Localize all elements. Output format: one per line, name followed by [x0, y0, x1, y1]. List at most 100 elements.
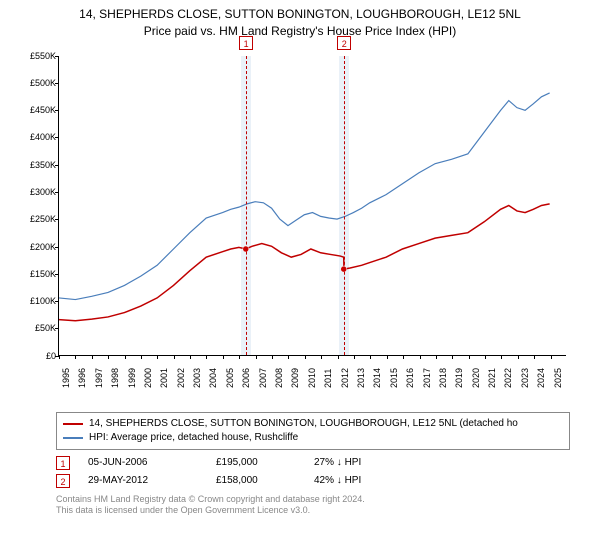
sale-row-marker: 1	[56, 456, 70, 470]
y-tick	[55, 328, 59, 329]
x-tick	[370, 355, 371, 359]
x-axis-label: 2015	[389, 368, 399, 388]
y-axis-label: £300K	[30, 187, 56, 197]
x-axis-label: 1997	[94, 368, 104, 388]
y-axis-label: £200K	[30, 242, 56, 252]
x-axis-label: 2007	[258, 368, 268, 388]
x-axis-label: 2016	[405, 368, 415, 388]
legend-label: HPI: Average price, detached house, Rush…	[89, 432, 298, 443]
x-axis-label: 2002	[176, 368, 186, 388]
x-tick	[452, 355, 453, 359]
x-tick	[321, 355, 322, 359]
legend-swatch	[63, 423, 83, 425]
plot-area: 12	[58, 56, 566, 356]
chart-container: 14, SHEPHERDS CLOSE, SUTTON BONINGTON, L…	[0, 0, 600, 560]
x-axis-label: 2023	[520, 368, 530, 388]
sale-marker-line	[246, 56, 247, 355]
footer: Contains HM Land Registry data © Crown c…	[56, 494, 570, 517]
sale-marker-box: 2	[337, 36, 351, 50]
sale-row-marker: 2	[56, 474, 70, 488]
x-axis-label: 2020	[471, 368, 481, 388]
x-tick	[75, 355, 76, 359]
y-tick	[55, 165, 59, 166]
sale-marker-line	[344, 56, 345, 355]
x-tick	[403, 355, 404, 359]
x-axis-label: 2008	[274, 368, 284, 388]
y-axis-label: £150K	[30, 269, 56, 279]
x-axis-label: 2024	[536, 368, 546, 388]
x-tick	[420, 355, 421, 359]
sale-date: 05-JUN-2006	[88, 457, 198, 468]
y-axis-label: £400K	[30, 132, 56, 142]
x-axis-labels: 1995199619971998199920002001200220032004…	[58, 360, 566, 400]
x-tick	[108, 355, 109, 359]
x-axis-label: 2006	[241, 368, 251, 388]
footer-line-1: Contains HM Land Registry data © Crown c…	[56, 494, 570, 506]
y-tick	[55, 192, 59, 193]
x-tick	[239, 355, 240, 359]
legend-row: 14, SHEPHERDS CLOSE, SUTTON BONINGTON, L…	[63, 417, 563, 431]
sale-price: £158,000	[216, 475, 296, 486]
x-axis-label: 2018	[438, 368, 448, 388]
x-tick	[190, 355, 191, 359]
title-block: 14, SHEPHERDS CLOSE, SUTTON BONINGTON, L…	[0, 0, 600, 42]
sale-delta: 42% ↓ HPI	[314, 475, 414, 486]
x-tick	[256, 355, 257, 359]
legend-row: HPI: Average price, detached house, Rush…	[63, 431, 563, 445]
x-axis-label: 2022	[503, 368, 513, 388]
sales-table: 105-JUN-2006£195,00027% ↓ HPI229-MAY-201…	[56, 454, 570, 490]
x-axis-label: 2013	[356, 368, 366, 388]
x-tick	[288, 355, 289, 359]
x-tick	[272, 355, 273, 359]
x-tick	[518, 355, 519, 359]
y-tick	[55, 301, 59, 302]
x-tick	[92, 355, 93, 359]
x-tick	[485, 355, 486, 359]
x-tick	[174, 355, 175, 359]
x-axis-label: 2009	[290, 368, 300, 388]
x-tick	[305, 355, 306, 359]
y-tick	[55, 110, 59, 111]
x-tick	[223, 355, 224, 359]
x-tick	[354, 355, 355, 359]
x-axis-label: 1996	[77, 368, 87, 388]
x-axis-label: 1995	[61, 368, 71, 388]
x-axis-label: 2011	[323, 368, 333, 387]
legend-label: 14, SHEPHERDS CLOSE, SUTTON BONINGTON, L…	[89, 418, 518, 429]
x-axis-label: 2001	[159, 368, 169, 388]
chart-area: £0£50K£100K£150K£200K£250K£300K£350K£400…	[30, 46, 600, 406]
x-axis-label: 2014	[372, 368, 382, 388]
x-tick	[534, 355, 535, 359]
series-line-property	[59, 203, 550, 320]
title-line-2: Price paid vs. HM Land Registry's House …	[0, 23, 600, 40]
x-tick	[157, 355, 158, 359]
footer-line-2: This data is licensed under the Open Gov…	[56, 505, 570, 517]
x-tick	[469, 355, 470, 359]
y-axis-label: £450K	[30, 105, 56, 115]
y-axis-label: £500K	[30, 78, 56, 88]
y-tick	[55, 83, 59, 84]
x-tick	[501, 355, 502, 359]
y-axis-label: £550K	[30, 51, 56, 61]
y-axis-label: £100K	[30, 296, 56, 306]
x-axis-label: 2003	[192, 368, 202, 388]
sale-delta: 27% ↓ HPI	[314, 457, 414, 468]
x-axis-label: 2004	[208, 368, 218, 388]
chart-svg	[59, 56, 566, 355]
sale-price: £195,000	[216, 457, 296, 468]
x-tick	[206, 355, 207, 359]
x-tick	[436, 355, 437, 359]
x-axis-label: 1999	[127, 368, 137, 388]
legend: 14, SHEPHERDS CLOSE, SUTTON BONINGTON, L…	[56, 412, 570, 450]
y-axis-label: £350K	[30, 160, 56, 170]
y-axis-label: £50K	[35, 323, 56, 333]
y-tick	[55, 274, 59, 275]
x-axis-label: 2021	[487, 368, 497, 388]
legend-swatch	[63, 437, 83, 439]
x-tick	[338, 355, 339, 359]
y-axis-labels: £0£50K£100K£150K£200K£250K£300K£350K£400…	[30, 56, 56, 356]
x-axis-label: 2005	[225, 368, 235, 388]
x-axis-label: 2010	[307, 368, 317, 388]
y-tick	[55, 247, 59, 248]
x-tick	[125, 355, 126, 359]
